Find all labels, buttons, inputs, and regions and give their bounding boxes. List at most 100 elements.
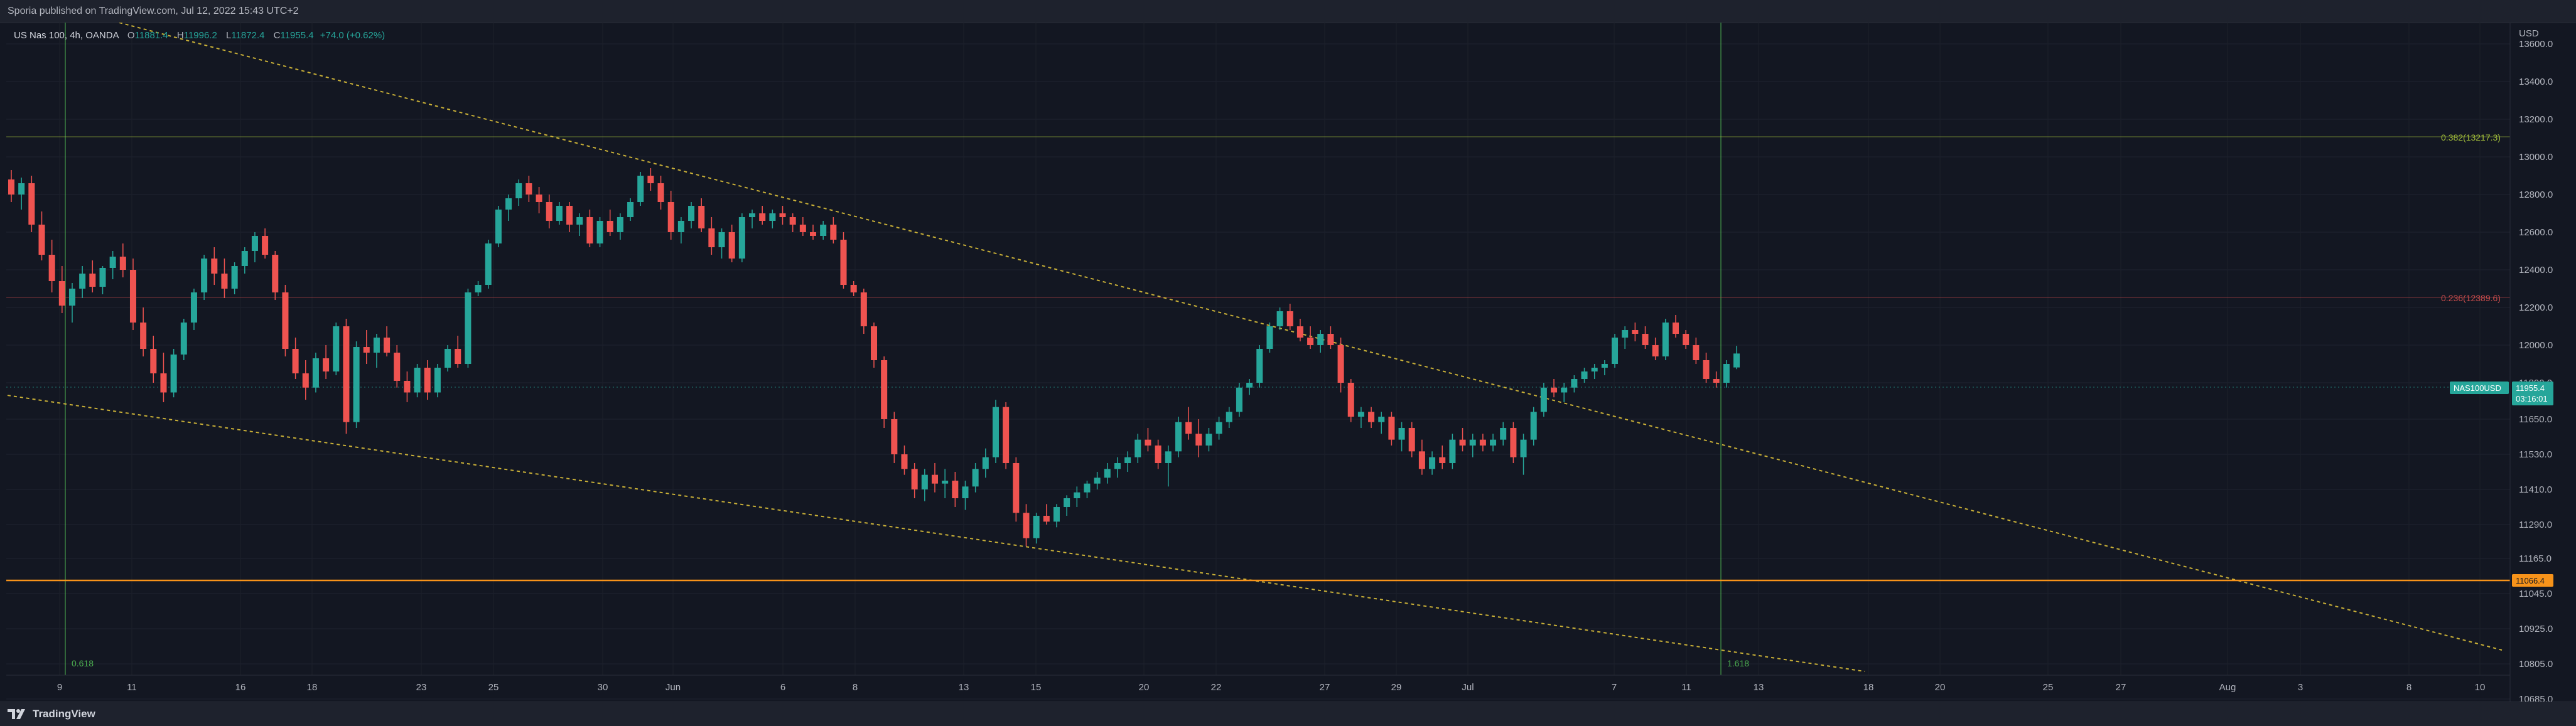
candle (495, 206, 502, 247)
candle-body (150, 349, 157, 373)
candle (1256, 345, 1263, 388)
candle (1388, 412, 1395, 446)
candle (921, 469, 928, 501)
current-price-value: 11955.4 (2516, 383, 2545, 393)
candle-body (312, 358, 319, 388)
candle (617, 213, 623, 240)
candle (1479, 434, 1486, 452)
candle (708, 217, 715, 255)
candle-body (891, 419, 898, 454)
candle (1378, 412, 1385, 434)
candle (556, 202, 563, 225)
chart-area[interactable]: USD 13600.0 13400.0 13200.0 13000.0 12800.0 1… (0, 23, 2576, 702)
chart-canvas[interactable]: USD 13600.0 13400.0 13200.0 13000.0 12800.0 1… (0, 23, 2576, 702)
candle (515, 179, 522, 206)
candle (1226, 407, 1232, 428)
candle-body (617, 217, 623, 232)
candle (972, 463, 979, 493)
fib-0236-label: 0.236(12389.6) (2441, 293, 2501, 303)
candle (302, 360, 309, 400)
candle (373, 334, 380, 368)
candle (1622, 326, 1629, 349)
candle-body (576, 217, 583, 225)
candle-body (952, 481, 959, 498)
legend-symbol: US Nas 100, 4h, OANDA (14, 30, 119, 41)
price-tick-label: 11045.0 (2519, 589, 2552, 599)
candle (677, 217, 684, 243)
candle (68, 283, 75, 323)
candle-body (211, 259, 218, 274)
candle (1733, 346, 1740, 370)
publisher-bar: Sporia published on TradingView.com, Jul… (0, 0, 2576, 23)
price-axis[interactable]: USD 13600.0 13400.0 13200.0 13000.0 12800.0 1… (2509, 23, 2553, 702)
candle-body (1236, 387, 1242, 412)
time-axis[interactable]: 9 11 16 18 23 25 30 Jun 6 8 13 15 20 22 27 29 Jul 7 11 13 18… (6, 675, 2510, 693)
candle-body (445, 349, 451, 368)
candle (1571, 375, 1578, 393)
candle (810, 225, 817, 240)
candle-body (1347, 383, 1354, 417)
legend-high-label: H (176, 30, 184, 41)
current-price-badge (2512, 382, 2553, 405)
time-tick-label: 8 (853, 682, 858, 693)
candle-body (109, 257, 116, 268)
candle (942, 469, 949, 498)
candle (475, 281, 482, 296)
candle-body (698, 206, 705, 228)
legend-close-value: 11955.4 (280, 30, 314, 41)
support-price-marker[interactable]: 11066.4 (2512, 574, 2553, 587)
candle-body (942, 481, 949, 484)
candle-body (1490, 439, 1497, 446)
candle-body (1662, 323, 1669, 356)
candle-body (1195, 434, 1202, 446)
candle-body (1713, 379, 1720, 383)
candle (323, 345, 330, 379)
candle-body (28, 183, 35, 225)
time-tick-label: 7 (1612, 682, 1617, 693)
candle (1540, 383, 1547, 417)
candle (606, 210, 613, 236)
candle (657, 176, 664, 210)
candle (728, 225, 735, 262)
candle-body (962, 486, 969, 498)
candle (566, 202, 573, 232)
candle (485, 240, 492, 289)
candle-body (1205, 434, 1212, 446)
candle (272, 251, 279, 300)
candle-body (1561, 387, 1568, 393)
candle (1510, 422, 1517, 463)
candle (850, 281, 857, 296)
candle (759, 206, 766, 225)
candle (1673, 315, 1679, 338)
candle (1094, 472, 1101, 489)
candle-body (221, 274, 228, 289)
candle-body (1652, 345, 1659, 356)
legend-open-label: O (127, 30, 135, 41)
candle (160, 353, 167, 402)
candle (1195, 419, 1202, 457)
tradingview-brand[interactable]: TradingView (8, 708, 95, 720)
candle-body (749, 213, 756, 217)
time-tick-label: 16 (235, 682, 246, 693)
candle-body (637, 176, 644, 202)
lower-trendline[interactable] (7, 395, 1865, 672)
candle (749, 210, 756, 228)
candle-body (129, 270, 136, 323)
candle (1429, 451, 1436, 475)
current-price-marker[interactable]: NAS100USD 11955.4 03:16:01 (2450, 382, 2553, 405)
candle (1591, 364, 1598, 379)
candle-body (1632, 330, 1639, 334)
chart-legend[interactable]: US Nas 100, 4h, OANDA O11881.4 H11996.2 … (14, 30, 385, 41)
candle-body (820, 225, 827, 236)
candle (1134, 434, 1141, 463)
price-tick-label: 13400.0 (2519, 77, 2553, 87)
publisher-text: Sporia published on TradingView.com, Jul… (8, 6, 299, 16)
time-tick-label: 27 (2116, 682, 2126, 693)
candle-body (708, 228, 715, 247)
time-tick-label: 18 (307, 682, 318, 693)
candle-body (1296, 326, 1303, 338)
candle (637, 172, 644, 206)
time-tick-label: 20 (1935, 682, 1946, 693)
candle (1683, 330, 1689, 349)
candle (1561, 383, 1568, 402)
